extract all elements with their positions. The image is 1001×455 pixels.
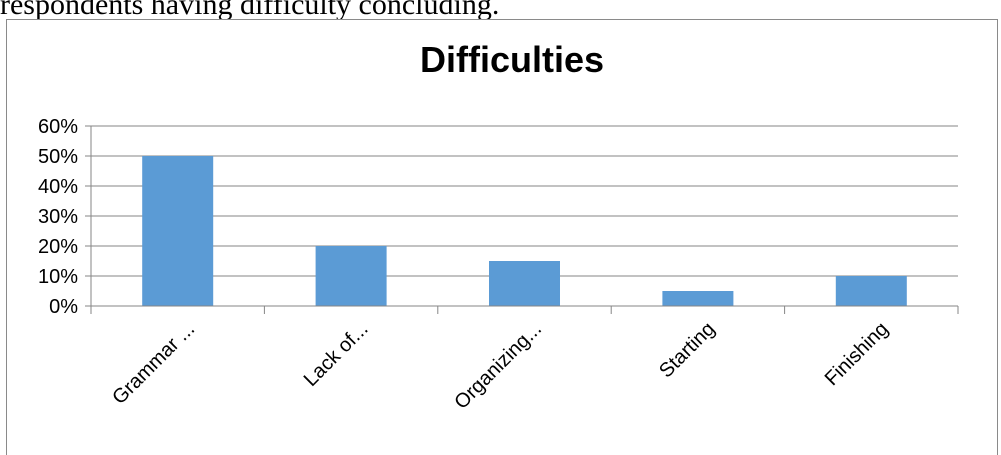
y-tick-label: 10% <box>38 266 78 288</box>
x-tick-label: Lack of... <box>300 318 373 391</box>
bar <box>835 276 907 306</box>
bar <box>142 156 214 306</box>
y-tick-label: 60% <box>38 116 78 138</box>
bar <box>315 246 387 306</box>
x-tick-label: Finishing <box>821 318 893 390</box>
page-caption: respondents having difficulty concluding… <box>0 0 500 21</box>
x-tick-labels: Grammar ... Lack of... Organizing... Starti… <box>108 318 893 414</box>
axes <box>85 125 959 314</box>
bars <box>142 156 907 306</box>
y-tick-label: 50% <box>38 146 78 168</box>
y-tick-label: 20% <box>38 236 78 258</box>
bar <box>489 261 560 306</box>
x-tick-label: Grammar ... <box>108 318 199 409</box>
y-tick-label: 0% <box>49 296 78 318</box>
y-tick-label: 30% <box>38 206 78 228</box>
bar <box>662 291 734 306</box>
x-tick-label: Organizing... <box>450 318 546 414</box>
chart-title: Difficulties <box>420 39 604 80</box>
x-tick-label: Starting <box>655 318 719 382</box>
gridlines <box>91 125 958 277</box>
y-tick-labels: 0% 10% 20% 30% 40% 50% 60% <box>38 116 78 318</box>
y-tick-label: 40% <box>38 176 78 198</box>
